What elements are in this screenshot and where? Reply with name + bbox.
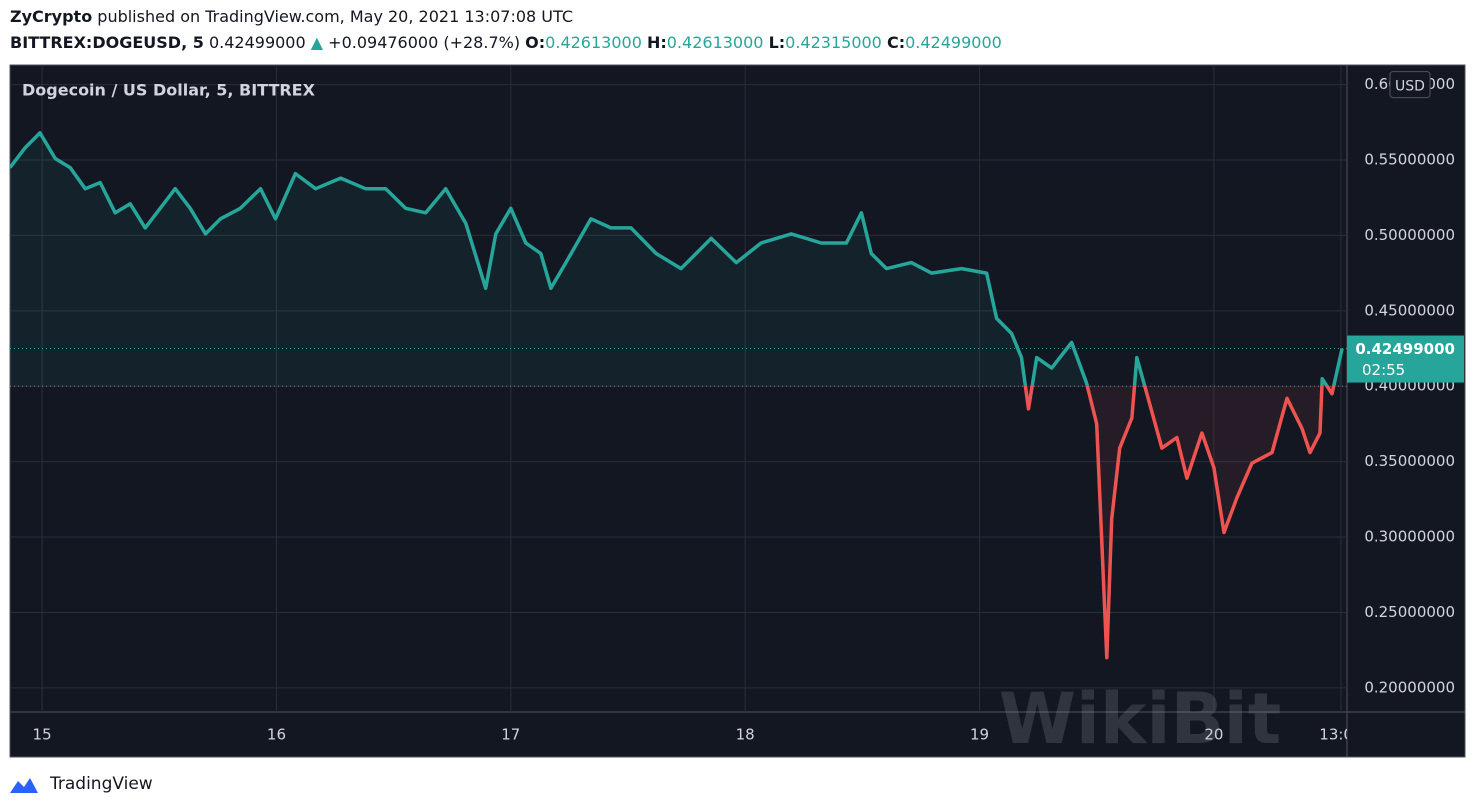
tv-logo	[10, 778, 38, 793]
y-tick-label: 0.45000000	[1364, 301, 1455, 319]
x-tick-label: 19	[970, 726, 989, 744]
open: 0.42613000	[545, 33, 642, 52]
high-label: H:	[646, 33, 667, 52]
x-tick-label: 13:00	[1319, 726, 1362, 744]
symbol: BITTREX:DOGEUSD, 5	[10, 33, 204, 52]
high: 0.42613000	[666, 33, 764, 52]
x-tick-label: 20	[1204, 726, 1223, 744]
y-tick-label: 0.25000000	[1364, 603, 1455, 621]
open-label: O:	[525, 33, 546, 52]
close-label: C:	[886, 33, 906, 52]
arrow: ▲	[310, 33, 324, 52]
x-tick-label: 15	[33, 726, 52, 744]
low-label: L:	[768, 33, 786, 52]
area-fill	[10, 132, 1343, 658]
y-tick-label: 0.20000000	[1364, 678, 1455, 696]
quote-line: BITTREX:DOGEUSD, 5 0.42499000 ▲ +0.09476…	[10, 33, 1002, 52]
y-tick-label: 0.35000000	[1364, 452, 1455, 470]
y-tick-label: 0.55000000	[1364, 151, 1455, 169]
currency-badge	[1389, 71, 1431, 99]
countdown: 02:55	[1362, 361, 1405, 379]
close: 0.42499000	[905, 33, 1002, 52]
x-tick-label: 18	[736, 726, 755, 744]
published: published on TradingView.com, May 20, 20…	[97, 7, 573, 26]
footer-brand: TradingView	[49, 774, 153, 794]
last-price-label: 0.42499000	[1355, 340, 1455, 358]
author: ZyCrypto	[10, 7, 93, 26]
publish-line: ZyCrypto published on TradingView.com, M…	[10, 7, 573, 26]
currency: USD	[1395, 79, 1425, 95]
low: 0.42315000	[785, 33, 882, 52]
y-tick-label: 0.50000000	[1364, 226, 1455, 244]
watermark: WikiBit	[999, 678, 1282, 760]
price-line	[10, 131, 1344, 660]
y-tick-label: 0.30000000	[1364, 528, 1455, 546]
x-tick-label: 16	[267, 726, 286, 744]
price: 0.42499000	[208, 33, 306, 52]
change: +0.09476000 (+28.7%)	[328, 33, 521, 52]
chart-title: Dogecoin / US Dollar, 5, BITTREX	[22, 81, 316, 100]
x-tick-label: 17	[501, 726, 520, 744]
last-price-badge	[1347, 335, 1464, 383]
